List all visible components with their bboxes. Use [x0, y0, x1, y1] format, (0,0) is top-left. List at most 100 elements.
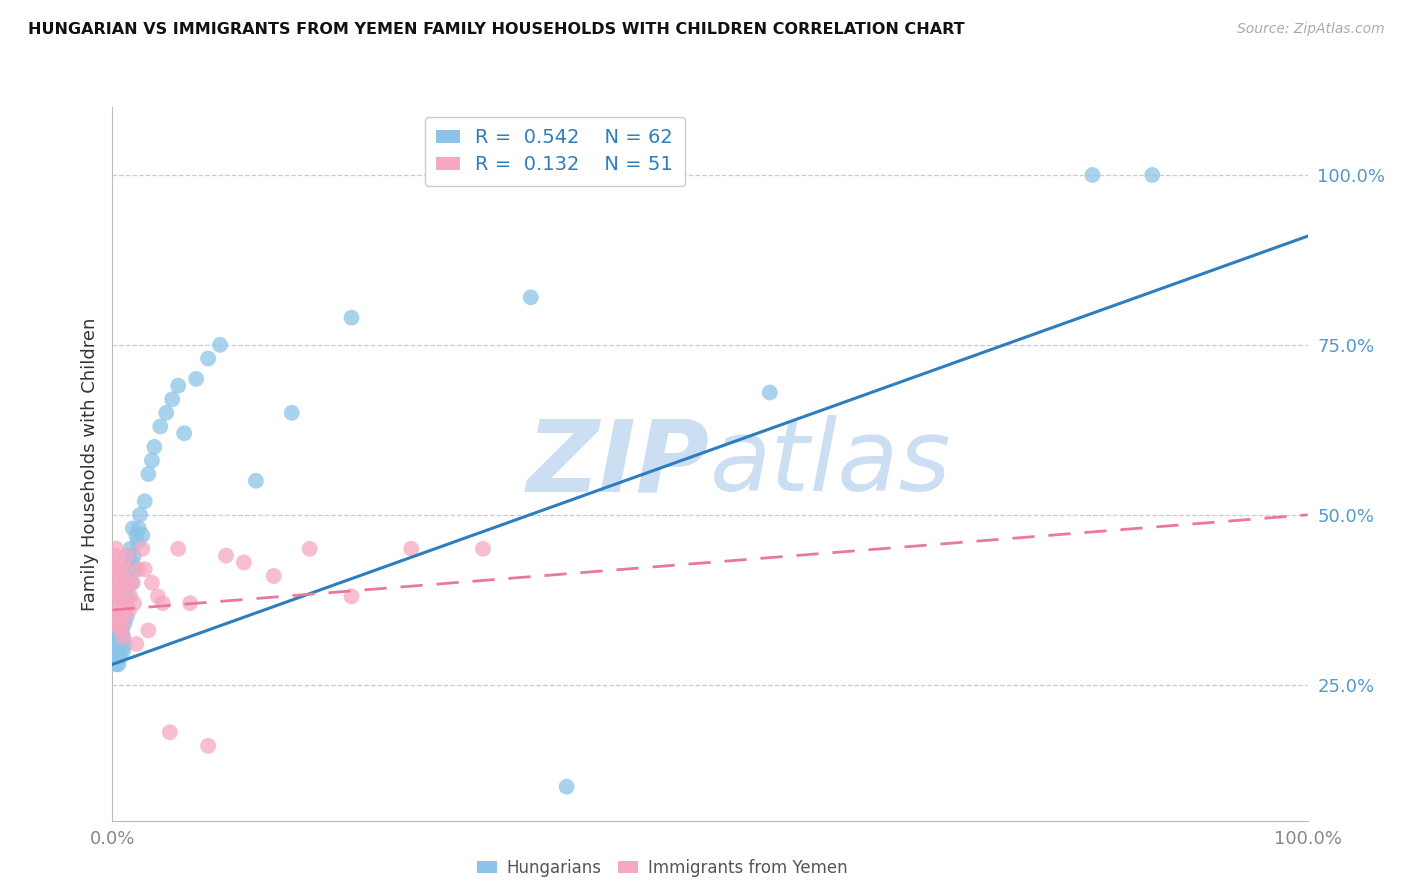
- Point: [1140, 168, 1163, 182]
- Point: [114, 562, 136, 576]
- Point: [105, 562, 128, 576]
- Point: [105, 562, 128, 576]
- Point: [167, 378, 190, 392]
- Point: [108, 637, 131, 651]
- Point: [125, 528, 148, 542]
- Point: [111, 616, 134, 631]
- Point: [131, 528, 153, 542]
- Point: [114, 637, 135, 651]
- Point: [115, 575, 138, 590]
- Y-axis label: Family Households with Children: Family Households with Children: [80, 318, 98, 610]
- Point: [149, 419, 172, 434]
- Point: [107, 644, 129, 658]
- Text: HUNGARIAN VS IMMIGRANTS FROM YEMEN FAMILY HOUSEHOLDS WITH CHILDREN CORRELATION C: HUNGARIAN VS IMMIGRANTS FROM YEMEN FAMIL…: [28, 22, 965, 37]
- Point: [108, 650, 131, 665]
- Point: [117, 549, 139, 563]
- Point: [1081, 168, 1104, 182]
- Point: [105, 650, 128, 665]
- Point: [104, 630, 127, 644]
- Point: [121, 575, 143, 590]
- Legend: Hungarians, Immigrants from Yemen: Hungarians, Immigrants from Yemen: [470, 853, 855, 884]
- Text: Source: ZipAtlas.com: Source: ZipAtlas.com: [1237, 22, 1385, 37]
- Point: [197, 351, 219, 366]
- Point: [162, 392, 183, 407]
- Point: [107, 582, 129, 597]
- Point: [114, 590, 135, 604]
- Point: [152, 596, 174, 610]
- Point: [472, 541, 495, 556]
- Point: [128, 521, 150, 535]
- Text: ZIP: ZIP: [527, 416, 710, 512]
- Point: [104, 650, 127, 665]
- Point: [138, 624, 160, 638]
- Point: [104, 575, 127, 590]
- Point: [112, 630, 135, 644]
- Point: [103, 616, 125, 631]
- Point: [281, 406, 304, 420]
- Point: [107, 624, 129, 638]
- Point: [105, 624, 128, 638]
- Point: [120, 590, 142, 604]
- Point: [232, 555, 256, 569]
- Point: [167, 541, 190, 556]
- Point: [107, 637, 129, 651]
- Point: [197, 739, 219, 753]
- Point: [108, 616, 131, 631]
- Point: [115, 549, 138, 563]
- Point: [117, 575, 139, 590]
- Point: [179, 596, 201, 610]
- Point: [105, 616, 128, 631]
- Point: [105, 630, 128, 644]
- Point: [121, 521, 143, 535]
- Point: [103, 637, 125, 651]
- Point: [340, 590, 363, 604]
- Point: [555, 780, 578, 794]
- Point: [141, 575, 163, 590]
- Point: [108, 575, 131, 590]
- Point: [115, 609, 138, 624]
- Point: [117, 590, 139, 604]
- Point: [105, 590, 128, 604]
- Text: atlas: atlas: [710, 416, 952, 512]
- Point: [245, 474, 267, 488]
- Point: [107, 555, 129, 569]
- Point: [520, 290, 543, 304]
- Point: [111, 637, 134, 651]
- Point: [122, 596, 145, 610]
- Point: [110, 644, 132, 658]
- Point: [134, 562, 156, 576]
- Point: [105, 657, 128, 672]
- Point: [114, 603, 135, 617]
- Point: [111, 624, 134, 638]
- Point: [124, 562, 146, 576]
- Point: [159, 725, 181, 739]
- Point: [104, 609, 127, 624]
- Point: [127, 535, 149, 549]
- Point: [108, 603, 131, 617]
- Point: [105, 541, 128, 556]
- Point: [173, 426, 195, 441]
- Point: [129, 508, 152, 522]
- Point: [155, 406, 177, 420]
- Point: [114, 596, 136, 610]
- Point: [125, 637, 148, 651]
- Point: [298, 541, 321, 556]
- Point: [105, 644, 128, 658]
- Point: [103, 562, 125, 576]
- Point: [215, 549, 238, 563]
- Point: [107, 657, 129, 672]
- Point: [128, 562, 150, 576]
- Point: [110, 624, 132, 638]
- Point: [112, 644, 135, 658]
- Point: [146, 590, 169, 604]
- Point: [118, 562, 141, 576]
- Point: [759, 385, 782, 400]
- Point: [118, 603, 141, 617]
- Point: [121, 575, 143, 590]
- Point: [121, 555, 143, 569]
- Point: [114, 575, 135, 590]
- Point: [138, 467, 160, 481]
- Point: [112, 609, 135, 624]
- Point: [104, 549, 127, 563]
- Point: [120, 541, 142, 556]
